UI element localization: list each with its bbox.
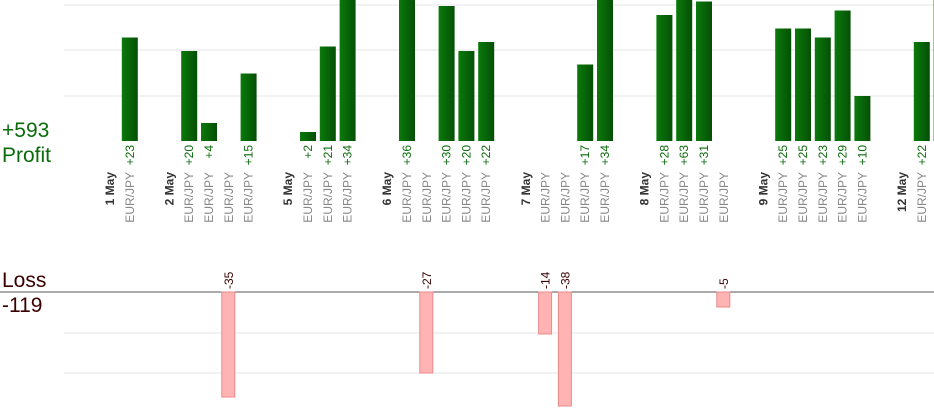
date-label: 1 May [103, 172, 117, 206]
profit-value-label: +30 [440, 145, 454, 166]
profit-value-label: +10 [855, 145, 869, 166]
profit-bar [795, 28, 811, 141]
symbol-label: EUR/JPY [855, 172, 869, 223]
loss-label: Loss [2, 269, 47, 292]
profit-bar [300, 132, 316, 141]
profit-value-label: +23 [816, 145, 830, 166]
symbol-label: EUR/JPY [479, 172, 493, 223]
symbol-label: EUR/JPY [796, 172, 810, 223]
date-label: 5 May [281, 172, 295, 206]
profit-value-label: +4 [202, 145, 216, 159]
profit-bar [854, 96, 871, 141]
profit-bar [339, 0, 356, 141]
profit-value-label: +15 [242, 145, 256, 166]
bars-layer [121, 0, 934, 407]
symbol-label: EUR/JPY [915, 172, 929, 223]
profit-bar [656, 15, 673, 141]
profit-bar [438, 6, 455, 141]
loss-value-label: -38 [558, 271, 572, 289]
profit-value-label: +34 [341, 145, 355, 166]
profit-bar [913, 42, 930, 141]
profit-value-label: +21 [321, 145, 335, 166]
symbol-label: EUR/JPY [836, 172, 850, 223]
symbol-label: EUR/JPY [182, 172, 196, 223]
loss-bar [538, 291, 553, 335]
date-label: 9 May [756, 172, 770, 206]
symbol-label: EUR/JPY [598, 172, 612, 223]
symbol-label: EUR/JPY [816, 172, 830, 223]
profit-bar [399, 0, 415, 141]
symbol-label: EUR/JPY [400, 172, 414, 223]
profit-bar [181, 51, 198, 141]
loss-bar [557, 291, 572, 407]
symbol-label: EUR/JPY [717, 172, 731, 223]
profit-bar [458, 51, 475, 141]
loss-bar [221, 291, 236, 398]
date-label: 8 May [638, 172, 652, 206]
date-label: 6 May [380, 172, 394, 206]
loss-bar [716, 291, 731, 308]
profit-bar [696, 1, 712, 141]
profit-bar [834, 10, 851, 141]
loss-value-label: -14 [539, 271, 553, 289]
profit-bar [319, 46, 336, 141]
profit-bar [597, 0, 613, 141]
symbol-label: EUR/JPY [420, 172, 434, 223]
symbol-label: EUR/JPY [321, 172, 335, 223]
date-label: 7 May [519, 172, 533, 206]
profit-value-label: +28 [657, 145, 671, 166]
profit-value-label: +25 [796, 145, 810, 166]
loss-value-label: -5 [717, 278, 731, 289]
symbol-label: EUR/JPY [440, 172, 454, 223]
symbol-label: EUR/JPY [202, 172, 216, 223]
date-label: 2 May [162, 172, 176, 206]
profit-value-label: +22 [479, 145, 493, 166]
profit-value-label: +20 [182, 145, 196, 166]
loss-total: -119 [2, 294, 43, 317]
symbol-label: EUR/JPY [677, 172, 691, 223]
profit-bar [676, 0, 693, 141]
profit-value-label: +22 [915, 145, 929, 166]
symbol-label: EUR/JPY [578, 172, 592, 223]
profit-value-label: +23 [123, 145, 137, 166]
symbol-label: EUR/JPY [657, 172, 671, 223]
profit-bar [577, 64, 594, 141]
grid-layer [0, 4, 934, 374]
profit-value-label: +34 [598, 145, 612, 166]
symbol-label: EUR/JPY [558, 172, 572, 223]
profit-bar [775, 28, 792, 141]
symbol-label: EUR/JPY [776, 172, 790, 223]
profit-value-label: +2 [301, 145, 315, 159]
profit-total: +593 [2, 119, 50, 142]
symbol-label: EUR/JPY [222, 172, 236, 223]
symbol-label: EUR/JPY [539, 172, 553, 223]
profit-bar [121, 37, 138, 141]
profit-bar [240, 73, 257, 141]
date-label: 12 May [895, 172, 909, 212]
symbol-label: EUR/JPY [301, 172, 315, 223]
loss-value-label: -35 [222, 271, 236, 289]
profit-value-label: +36 [400, 145, 414, 166]
profit-bar [201, 123, 217, 141]
profit-label: Profit [2, 144, 52, 167]
symbol-label: EUR/JPY [697, 172, 711, 223]
loss-value-label: -27 [420, 271, 434, 289]
profit-value-label: +20 [459, 145, 473, 166]
profit-value-label: +29 [836, 145, 850, 166]
profit-value-label: +31 [697, 145, 711, 166]
symbol-label: EUR/JPY [242, 172, 256, 223]
labels-layer: 1 May EUR/JPY +23 2 May EUR/JPY +20 EUR/JPY +4 E… [103, 145, 929, 289]
symbol-label: EUR/JPY [341, 172, 355, 223]
loss-bar [419, 291, 434, 374]
symbol-label: EUR/JPY [459, 172, 473, 223]
profit-value-label: +63 [677, 145, 691, 166]
profit-bar [478, 42, 495, 141]
symbol-label: EUR/JPY [123, 172, 137, 223]
profit-bar [814, 37, 831, 141]
profit-value-label: +25 [776, 145, 790, 166]
profit-value-label: +17 [578, 145, 592, 166]
